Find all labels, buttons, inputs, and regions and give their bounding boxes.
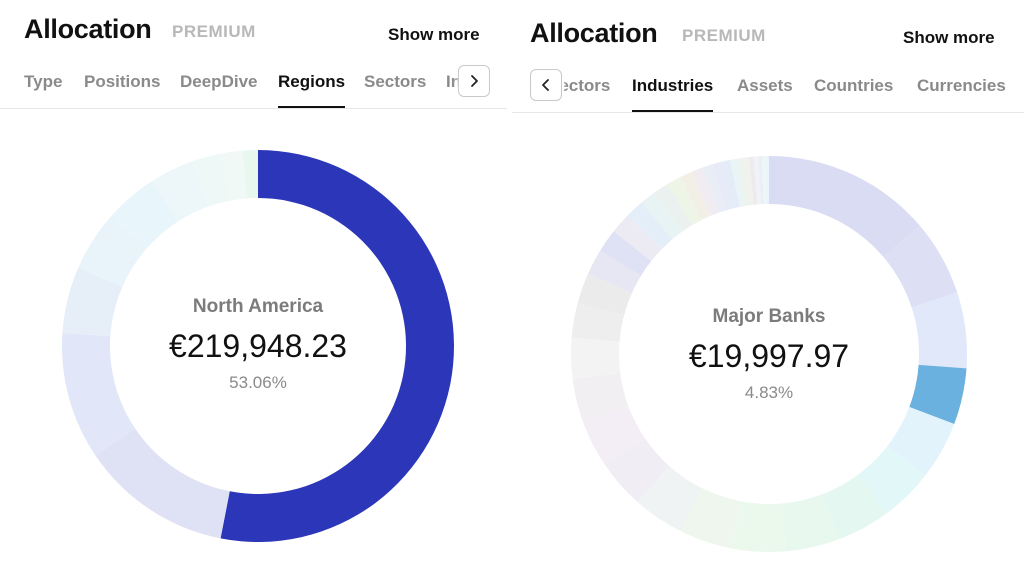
tab-regions[interactable]: Regions bbox=[278, 72, 346, 108]
show-more-button[interactable]: Show more bbox=[903, 28, 995, 47]
donut-slice[interactable] bbox=[604, 437, 670, 502]
tab-bar: Type Positions DeepDive Regions Sectors … bbox=[0, 64, 507, 109]
donut-slice[interactable] bbox=[753, 156, 761, 205]
tab-positions[interactable]: Positions bbox=[84, 72, 161, 91]
show-more-button[interactable]: Show more bbox=[388, 25, 480, 44]
donut-slice[interactable] bbox=[769, 156, 920, 257]
scroll-tabs-left-button[interactable] bbox=[530, 69, 562, 101]
chart-center-summary: North America €219,948.23 53.06% bbox=[62, 296, 454, 393]
donut-slice[interactable] bbox=[883, 225, 958, 308]
donut-slice[interactable] bbox=[242, 150, 258, 199]
scroll-tabs-right-button[interactable] bbox=[458, 65, 490, 97]
donut-slice[interactable] bbox=[600, 231, 652, 276]
donut-slice[interactable] bbox=[858, 445, 926, 514]
panel-divider bbox=[507, 0, 512, 573]
donut-slice[interactable] bbox=[758, 156, 764, 205]
donut-slice[interactable] bbox=[654, 183, 693, 232]
tab-bar: Sectors Industries Assets Countries Curr… bbox=[512, 68, 1024, 113]
donut-slice[interactable] bbox=[737, 157, 750, 206]
donut-slice[interactable] bbox=[667, 177, 702, 226]
donut-slice[interactable] bbox=[572, 372, 629, 423]
donut-slice[interactable] bbox=[680, 488, 741, 549]
tab-countries[interactable]: Countries bbox=[814, 76, 894, 95]
chevron-left-icon bbox=[542, 79, 549, 91]
regions-donut-chart bbox=[62, 150, 454, 542]
donut-slice[interactable] bbox=[220, 150, 247, 201]
page-title: Allocation bbox=[530, 18, 658, 48]
donut-slice[interactable] bbox=[702, 164, 727, 213]
donut-slice[interactable] bbox=[192, 153, 230, 207]
donut-slice[interactable] bbox=[571, 337, 621, 379]
donut-slice[interactable] bbox=[781, 494, 839, 552]
donut-slice[interactable] bbox=[613, 215, 662, 262]
allocation-panel-regions: Allocation PREMIUM Show more Type Positi… bbox=[0, 0, 507, 573]
premium-badge: PREMIUM bbox=[682, 26, 766, 45]
highlighted-slice[interactable] bbox=[909, 364, 967, 425]
donut-slice[interactable] bbox=[887, 407, 955, 476]
donut-slice[interactable] bbox=[583, 405, 645, 465]
donut-slice[interactable] bbox=[761, 156, 767, 205]
tab-assets[interactable]: Assets bbox=[737, 76, 793, 95]
selected-region-label: North America bbox=[192, 296, 324, 317]
donut-slice[interactable] bbox=[577, 273, 632, 316]
donut-slice[interactable] bbox=[731, 501, 786, 552]
selected-industry-label: Major Banks bbox=[712, 306, 826, 327]
donut-slice[interactable] bbox=[587, 250, 642, 294]
donut-slice[interactable] bbox=[722, 159, 740, 209]
donut-slice[interactable] bbox=[95, 428, 230, 539]
page-title: Allocation bbox=[24, 14, 152, 44]
tab-industries-partial[interactable]: In bbox=[446, 72, 460, 91]
tab-currencies[interactable]: Currencies bbox=[917, 76, 1006, 95]
donut-slice[interactable] bbox=[62, 332, 136, 456]
tab-industries[interactable]: Industries bbox=[632, 76, 714, 112]
donut-slice[interactable] bbox=[712, 161, 734, 211]
donut-slice[interactable] bbox=[637, 466, 702, 532]
selected-region-percent: 53.06% bbox=[229, 373, 287, 392]
premium-badge: PREMIUM bbox=[172, 22, 256, 41]
donut-slice[interactable] bbox=[743, 157, 754, 206]
donut-slice[interactable] bbox=[111, 180, 179, 248]
donut-slice[interactable] bbox=[680, 171, 711, 221]
chevron-right-icon bbox=[471, 75, 478, 87]
tab-sectors-partial[interactable]: Sectors bbox=[564, 76, 611, 95]
donut-slice[interactable] bbox=[765, 156, 769, 205]
highlighted-slice[interactable] bbox=[220, 150, 454, 542]
tab-deepdive[interactable]: DeepDive bbox=[180, 72, 258, 91]
donut-slice[interactable] bbox=[152, 161, 209, 222]
donut-slice[interactable] bbox=[911, 292, 967, 369]
donut-slice[interactable] bbox=[641, 192, 683, 240]
selected-region-value: €219,948.23 bbox=[169, 328, 347, 364]
selected-industry-percent: 4.83% bbox=[744, 383, 794, 402]
tab-type[interactable]: Type bbox=[24, 72, 63, 91]
industries-donut-chart bbox=[571, 156, 967, 552]
donut-slice[interactable] bbox=[78, 215, 148, 287]
tab-sectors[interactable]: Sectors bbox=[364, 72, 427, 91]
donut-slice[interactable] bbox=[821, 474, 887, 540]
selected-industry-value: €19,997.97 bbox=[688, 338, 850, 374]
donut-slice[interactable] bbox=[62, 267, 123, 337]
allocation-panel-industries: Allocation PREMIUM Show more Sectors Ind… bbox=[512, 0, 1024, 573]
donut-slice[interactable] bbox=[730, 158, 745, 207]
donut-slice[interactable] bbox=[748, 156, 758, 205]
donut-slice[interactable] bbox=[691, 167, 719, 216]
chart-center-summary: Major Banks €19,997.97 4.83% bbox=[571, 306, 967, 403]
donut-slice[interactable] bbox=[627, 202, 673, 249]
donut-slice[interactable] bbox=[571, 302, 625, 342]
